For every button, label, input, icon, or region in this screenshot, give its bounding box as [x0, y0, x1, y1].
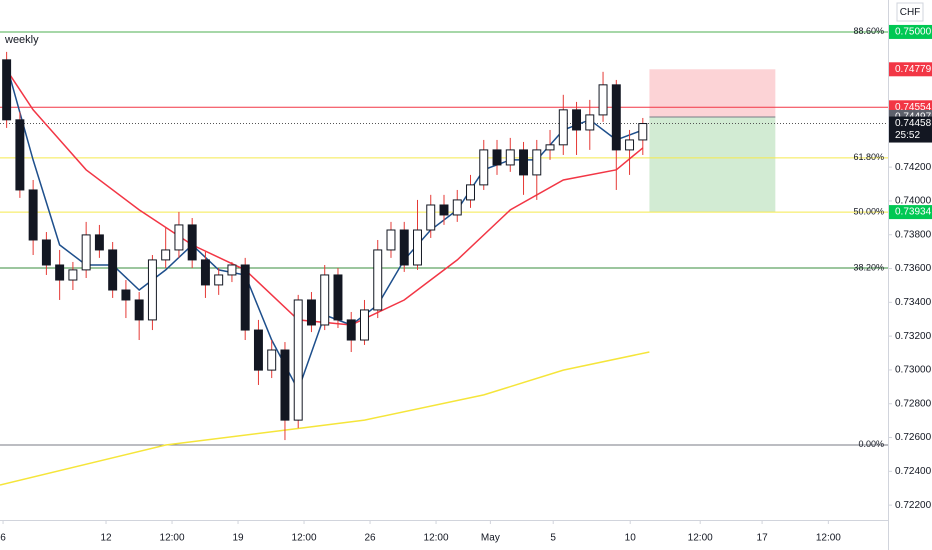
x-tick-label: 26 — [364, 533, 376, 544]
fib-label: 88.60% — [853, 26, 884, 36]
candle-body — [28, 189, 38, 241]
candle-body — [360, 309, 369, 341]
candle-body — [585, 114, 595, 131]
fib-label: 61.80% — [853, 152, 884, 162]
candle-body — [161, 249, 171, 261]
candle-body — [187, 224, 197, 261]
candle-body — [439, 204, 449, 216]
candle-body — [108, 249, 118, 291]
candle-body — [2, 59, 12, 121]
currency-box — [896, 2, 924, 22]
price-label-box — [889, 116, 932, 143]
x-tick-label: 10 — [625, 533, 637, 544]
price-label: 0.74779 — [895, 64, 932, 75]
candle-body — [320, 274, 330, 326]
fib-label: 50.00% — [853, 206, 884, 216]
y-tick-label: 0.72600 — [895, 432, 932, 443]
x-tick-label: 12:00 — [688, 533, 713, 544]
x-tick-label: 12:00 — [424, 533, 449, 544]
candle-body — [41, 239, 51, 266]
currency: CHF — [900, 7, 921, 18]
y-tick-label: 0.74200 — [895, 162, 932, 173]
x-tick-label: 12:00 — [160, 533, 185, 544]
price-label: 0.74458 — [895, 118, 932, 129]
candle-body — [267, 349, 277, 371]
x-tick-label: 12 — [100, 533, 112, 544]
candle-body — [545, 144, 555, 151]
candle-body — [519, 149, 528, 176]
candle-body — [94, 234, 104, 251]
x-tick-label: May — [481, 533, 500, 544]
candle-body — [81, 234, 91, 271]
fib-label: 38.20% — [853, 262, 884, 272]
candle-body — [611, 84, 621, 151]
y-tick-label: 0.72200 — [895, 500, 932, 511]
candle-body — [466, 184, 475, 201]
candle-body — [479, 149, 489, 186]
candle-body — [15, 119, 25, 191]
candle-body — [121, 289, 131, 301]
y-tick-label: 0.73000 — [895, 365, 932, 376]
candle-body — [134, 299, 144, 321]
x-tick-label: 12:00 — [816, 533, 841, 544]
countdown: 25:52 — [895, 130, 920, 141]
y-tick-label: 0.73800 — [895, 229, 932, 240]
candle-body — [386, 229, 396, 251]
y-tick-label: 0.74000 — [895, 196, 932, 207]
price-label: 0.73934 — [895, 207, 932, 218]
candle-body — [174, 224, 184, 251]
target-zone — [649, 69, 776, 117]
fib-label: 0.00% — [858, 439, 884, 449]
candle-body — [492, 149, 502, 166]
candle-body — [373, 249, 383, 311]
interval-label: weekly — [4, 34, 39, 46]
candle-body — [200, 259, 210, 286]
candle-body — [253, 329, 263, 371]
y-tick-label: 0.72800 — [895, 398, 932, 409]
y-tick-label: 0.73200 — [895, 331, 932, 342]
candle-body — [306, 299, 316, 326]
moving-average — [0, 351, 650, 486]
candle-body — [55, 264, 65, 281]
candle-body — [413, 229, 422, 266]
y-tick-label: 0.73600 — [895, 263, 932, 274]
price-label-box — [889, 24, 932, 39]
stop-zone — [649, 116, 776, 213]
candle-body — [426, 204, 436, 231]
candle-body — [572, 109, 582, 131]
price-label-box — [889, 205, 932, 220]
candle-body — [280, 349, 290, 421]
candle-body — [240, 264, 250, 331]
candle-body — [452, 199, 462, 216]
price-label: 0.74554 — [895, 102, 932, 113]
candle-body — [638, 123, 648, 141]
candle-body — [227, 264, 237, 276]
candle-body — [625, 139, 635, 151]
candle-body — [68, 269, 78, 281]
x-tick-label: 6 — [0, 533, 6, 544]
candle-body — [293, 299, 303, 421]
candle-body — [558, 109, 568, 146]
price-label: 0.75000 — [895, 27, 932, 38]
x-tick-label: 12:00 — [292, 533, 317, 544]
candle-body — [598, 84, 608, 116]
candle-body — [532, 149, 542, 176]
x-tick-label: 17 — [757, 533, 769, 544]
y-tick-label: 0.72400 — [895, 466, 932, 477]
x-tick-label: 19 — [232, 533, 244, 544]
x-tick-label: 5 — [550, 533, 556, 544]
candle-body — [214, 274, 224, 286]
price-label-box — [889, 62, 932, 77]
candle-body — [346, 319, 356, 341]
candle-body — [147, 259, 157, 321]
y-tick-label: 0.73400 — [895, 297, 932, 308]
candle-body — [399, 229, 409, 266]
candle-body — [505, 149, 515, 166]
candle-body — [333, 274, 343, 321]
